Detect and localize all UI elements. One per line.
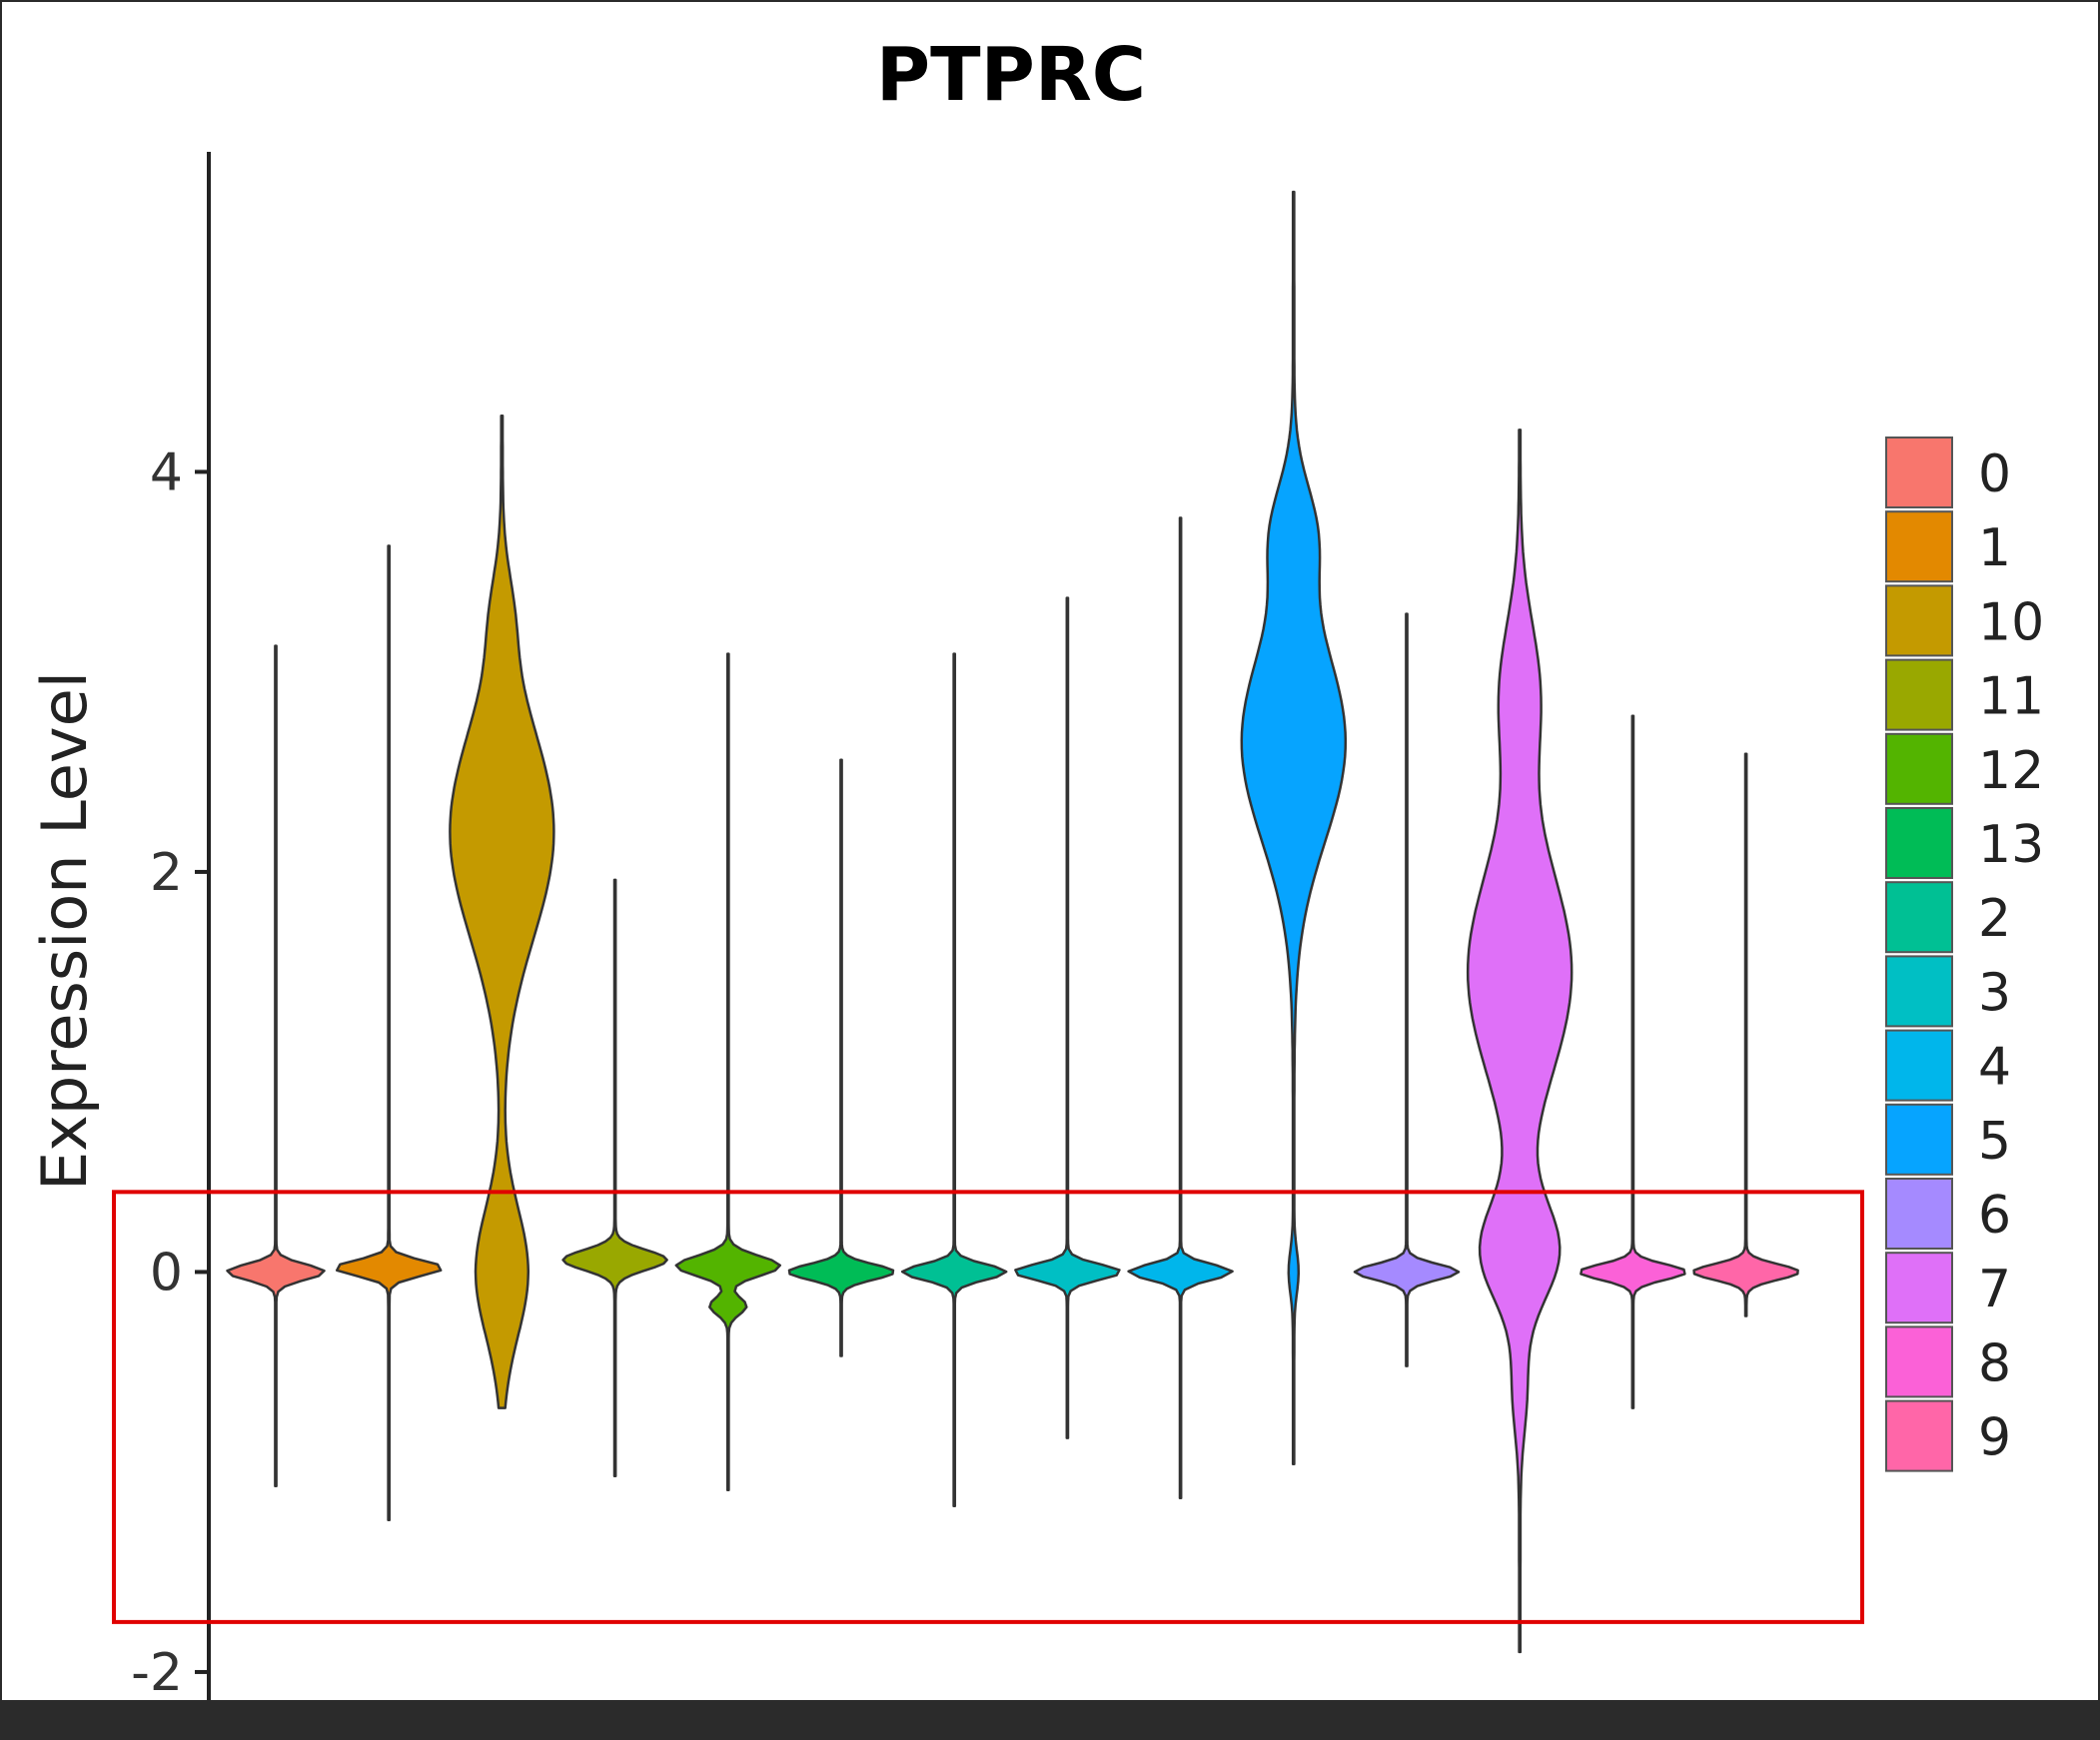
legend-swatch-9	[1885, 1399, 1953, 1472]
legend-swatch-7	[1885, 1252, 1953, 1324]
violin-7	[1466, 429, 1574, 1654]
chart-figure: PTPRC Expression Level -2 0 2 4 0 1 10 11 12 13 2…	[2, 2, 2098, 1700]
violin-2	[900, 652, 1008, 1507]
legend-label-1: 1	[1978, 518, 2011, 578]
legend-swatch-11	[1885, 658, 1953, 731]
y-tick-label: 4	[150, 442, 183, 502]
legend-swatch-2	[1885, 881, 1953, 954]
violin-chart: PTPRC Expression Level -2 0 2 4 0 1 10 11 12 13 2…	[28, 32, 2044, 1700]
legend-label-8: 8	[1978, 1333, 2011, 1393]
legend-swatch-6	[1885, 1178, 1953, 1250]
legend-swatch-0	[1885, 436, 1953, 508]
violin-0	[226, 644, 326, 1487]
violin-3	[1014, 596, 1121, 1439]
violin-8	[1579, 714, 1686, 1409]
violin-4	[1127, 516, 1234, 1499]
legend: 0 1 10 11 12 13 2 3 4 5 6 7 8 9	[1885, 436, 2044, 1472]
violin-6	[1353, 612, 1461, 1367]
y-axis-label: Expression Level	[28, 671, 101, 1191]
y-tick-label: -2	[131, 1643, 183, 1700]
legend-swatch-8	[1885, 1325, 1953, 1398]
legend-swatch-10	[1885, 584, 1953, 657]
legend-label-4: 4	[1978, 1038, 2011, 1098]
legend-swatch-3	[1885, 955, 1953, 1028]
legend-label-5: 5	[1978, 1112, 2011, 1172]
legend-label-3: 3	[1978, 963, 2011, 1023]
legend-label-11: 11	[1978, 667, 2044, 727]
legend-swatch-1	[1885, 510, 1953, 583]
legend-label-10: 10	[1978, 592, 2044, 652]
legend-label-6: 6	[1978, 1186, 2011, 1246]
legend-swatch-5	[1885, 1103, 1953, 1176]
legend-swatch-13	[1885, 807, 1953, 879]
legend-label-7: 7	[1978, 1260, 2011, 1319]
chart-title: PTPRC	[876, 32, 1146, 118]
legend-swatch-4	[1885, 1029, 1953, 1102]
legend-label-0: 0	[1978, 444, 2011, 504]
legend-label-9: 9	[1978, 1408, 2011, 1468]
legend-label-12: 12	[1978, 741, 2044, 801]
violin-9	[1692, 752, 1799, 1317]
bottom-bar	[0, 1700, 2100, 1740]
legend-label-2: 2	[1978, 889, 2011, 949]
violin-10	[449, 415, 555, 1409]
highlight-box	[112, 1190, 1864, 1624]
violin-1	[335, 544, 443, 1522]
y-tick-label: 0	[150, 1243, 183, 1303]
legend-swatch-12	[1885, 732, 1953, 805]
violin-11	[561, 878, 668, 1477]
violin-12	[674, 652, 782, 1491]
y-tick-label: 2	[150, 843, 183, 903]
axes-group: -2 0 2 4	[131, 152, 211, 1700]
violins-group	[226, 190, 1799, 1654]
violin-5	[1240, 190, 1348, 1465]
legend-label-13: 13	[1978, 815, 2044, 875]
violin-13	[787, 758, 895, 1357]
